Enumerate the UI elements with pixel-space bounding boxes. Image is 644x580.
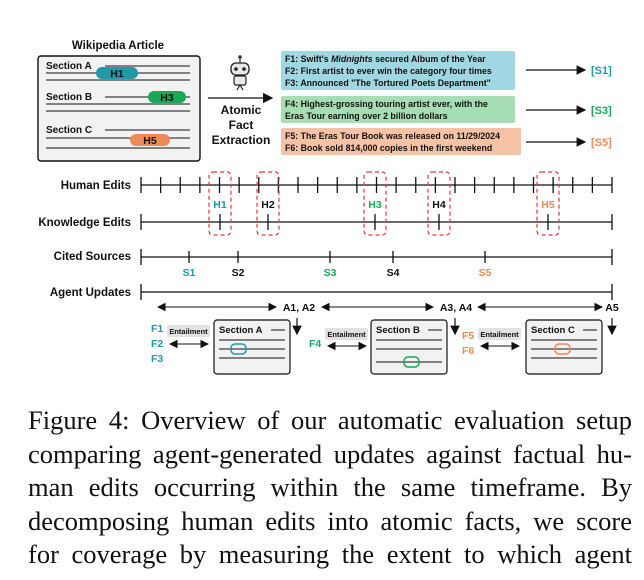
fact-group-3: F5: The Eras Tour Book was released on 1… [281,128,612,155]
timeline: Human Edits Knowledge Edits Cited Source… [38,171,619,336]
human-edit-ticks [140,177,613,193]
agent-update-a5: A5 [605,302,619,314]
svg-text:Entailment: Entailment [327,330,366,339]
extraction-label-line3: Extraction [212,133,271,147]
svg-text:F2: F2 [151,338,163,350]
svg-text:H5: H5 [541,199,555,211]
source-s1-label: [S1] [591,65,612,77]
knowledge-edit-h1: H1 [208,171,232,236]
fact-f2: F2: First artist to ever win the categor… [285,66,492,76]
overview-figure: Wikipedia Article Section A H1 Section B… [37,40,619,375]
svg-text:F3: F3 [151,353,163,365]
knowledge-edit-h4: H4 [427,171,451,236]
fact-f6: F6: Book sold 814,000 copies in the firs… [285,143,492,153]
svg-text:H4: H4 [432,199,446,211]
wiki-highlight-h3-label: H3 [160,92,174,104]
wiki-section-b-label: Section B [46,92,92,103]
row-label-human-edits: Human Edits [61,180,131,192]
knowledge-edit-h5: H5 [536,171,560,236]
wiki-highlight-h5-label: H5 [143,135,157,147]
svg-text:Section B: Section B [376,325,420,336]
cited-source-s2: S2 [232,251,245,279]
fact-f5: F5: The Eras Tour Book was released on 1… [285,131,500,141]
row-label-agent-updates: Agent Updates [50,287,131,299]
row-label-knowledge-edits: Knowledge Edits [38,217,131,229]
svg-text:Entailment: Entailment [169,327,208,336]
wiki-section-c-label: Section C [46,125,92,136]
section-a-mini [213,319,291,375]
svg-text:Section A: Section A [219,325,263,336]
svg-text:S5: S5 [479,267,492,279]
svg-text:F4: F4 [309,338,321,350]
fact-group-2: F4: Highest-grossing touring artist ever… [281,96,612,123]
caption-line-3: man edits occurring within the same time… [28,472,632,502]
svg-text:S1: S1 [183,267,196,279]
knowledge-edit-h3: H3 [363,171,387,236]
caption-line-5: for coverage by measuring the extent to … [28,539,632,569]
wiki-highlight-h5 [130,134,170,146]
section-b-mini [370,319,448,375]
agent-update-a1-a2: A1, A2 [283,302,315,314]
fact-f4-line2: Eras Tour earning over 2 billion dollars [285,111,448,121]
svg-text:S3: S3 [324,267,337,279]
caption-line-4: decomposing human edits into atomic fact… [28,505,632,536]
entailment-group-1: F1 F2 F3 Entailment Section A [151,319,291,375]
fact-f3: F3: Announced "The Tortured Poets Depart… [285,78,491,88]
svg-text:H2: H2 [261,199,275,211]
entailment-group-3: F5 F6 Entailment Section C [462,319,603,375]
cited-source-s5: S5 [479,251,492,279]
wikipedia-article: Wikipedia Article Section A H1 Section B… [37,40,201,162]
wiki-title: Wikipedia Article [72,40,164,52]
robot-icon [230,55,250,91]
svg-text:S4: S4 [387,267,400,279]
svg-text:H3: H3 [368,199,382,211]
svg-text:H1: H1 [213,199,227,211]
fact-f4-line1: F4: Highest-grossing touring artist ever… [285,99,488,109]
agent-update-a3-a4: A3, A4 [440,302,472,314]
fact-f1: F1: Swift's Midnights secured Album of t… [285,54,486,64]
row-label-cited-sources: Cited Sources [54,251,131,263]
svg-text:Entailment: Entailment [480,330,519,339]
svg-text:F1: F1 [151,323,163,335]
source-s5-label: [S5] [591,137,612,149]
svg-text:F6: F6 [462,345,474,357]
source-s3-label: [S3] [591,105,612,117]
extraction-label-line2: Fact [229,118,254,132]
svg-text:F5: F5 [462,330,474,342]
wiki-section-a-label: Section A [46,61,92,72]
knowledge-edit-h2: H2 [256,171,280,236]
extraction-label-line1: Atomic [221,103,262,117]
wiki-highlight-h1 [96,67,138,79]
fact-group-1: F1: Swift's Midnights secured Album of t… [281,51,612,90]
cited-source-s3: S3 [324,251,337,279]
svg-text:S2: S2 [232,267,245,279]
figure-caption: Figure 4: Overview of our automatic eval… [28,404,632,572]
cited-source-s4: S4 [387,251,400,279]
caption-line-1: Figure 4: Overview of our automatic eval… [28,405,632,435]
wiki-highlight-h1-label: H1 [110,68,124,80]
svg-text:Section C: Section C [531,325,575,336]
entailment-group-2: F4 Entailment Section B [309,319,448,375]
cited-source-s1: S1 [183,251,196,279]
wiki-highlight-h3 [148,91,186,103]
caption-line-2: comparing agent-generated updates agains… [28,438,632,469]
section-c-mini [525,319,603,375]
